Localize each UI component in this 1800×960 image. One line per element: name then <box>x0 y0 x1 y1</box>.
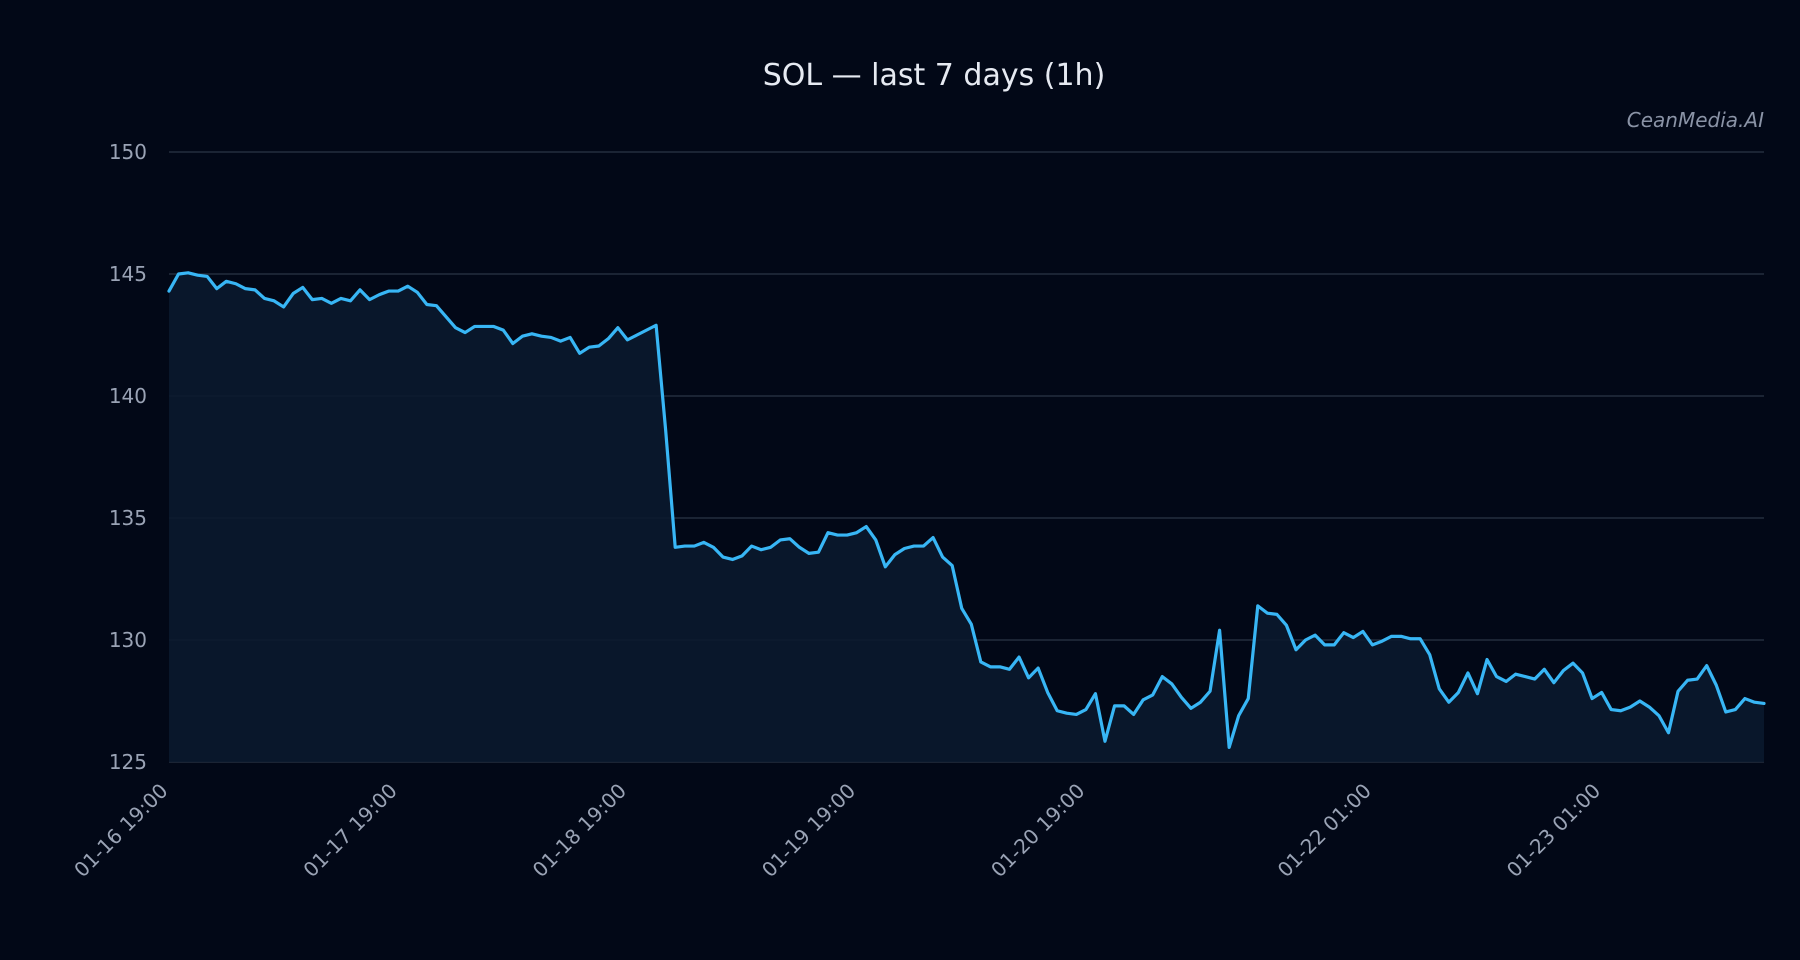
x-tick-label-1: 01-17 19:00 <box>298 779 401 882</box>
x-tick-label-6: 01-23 01:00 <box>1502 779 1605 882</box>
x-tick-label-0: 01-16 19:00 <box>69 779 172 882</box>
area-fill-layer <box>169 272 1764 762</box>
watermark-text: CeanMedia.AI <box>1627 108 1764 132</box>
series-area-fill <box>169 272 1764 762</box>
x-tick-label-2: 01-18 19:00 <box>528 779 631 882</box>
x-tick-label-4: 01-20 19:00 <box>986 779 1089 882</box>
chart-title: SOL — last 7 days (1h) <box>763 58 1106 93</box>
x-tick-label-5: 01-22 01:00 <box>1273 779 1376 882</box>
x-axis-ticks: 01-16 19:00 01-17 19:00 01-18 19:00 01-19 1… <box>69 779 1605 882</box>
y-tick-label-150: 150 <box>109 140 147 164</box>
y-tick-label-145: 145 <box>109 262 147 286</box>
series-line-layer <box>167 271 1766 749</box>
y-tick-label-130: 130 <box>109 628 147 652</box>
y-axis-ticks: 125 130 135 140 145 150 <box>109 140 147 774</box>
x-tick-label-3: 01-19 19:00 <box>757 779 860 882</box>
series-line <box>167 271 1766 749</box>
y-tick-label-125: 125 <box>109 750 147 774</box>
y-tick-label-140: 140 <box>109 384 147 408</box>
y-tick-label-135: 135 <box>109 506 147 530</box>
